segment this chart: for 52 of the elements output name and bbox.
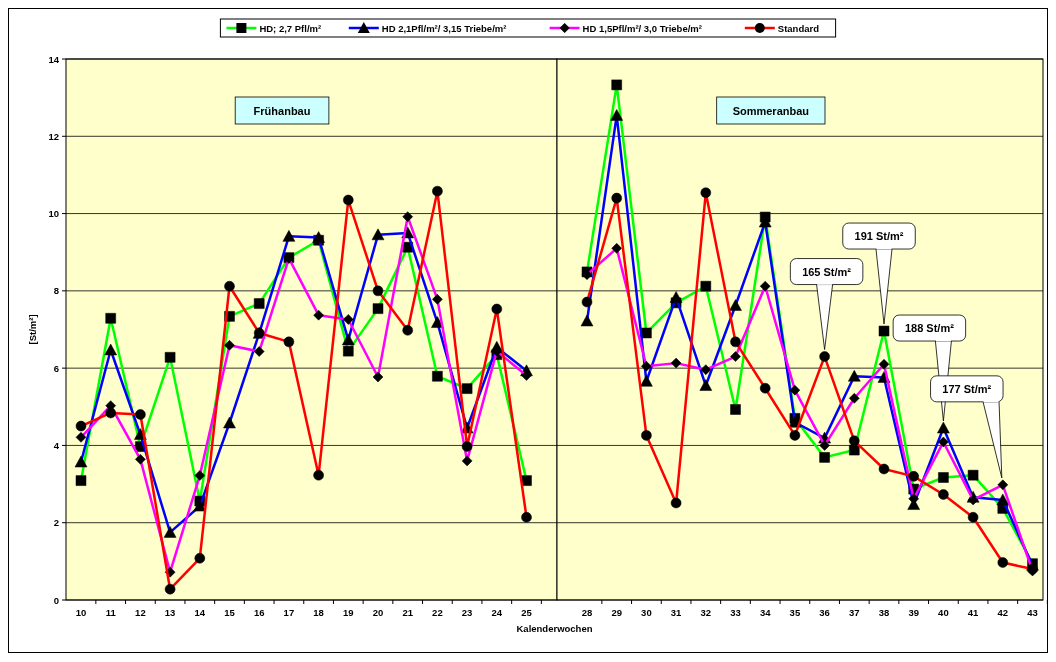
x-tick-label: 22 [432,607,443,618]
legend-label: HD; 2,7 Pfl/m² [259,22,322,34]
x-tick-label: 32 [700,607,712,618]
x-tick-label: 12 [135,607,146,618]
x-tick-label: 15 [224,607,236,618]
x-tick-label: 14 [194,607,206,618]
x-tick-label: 19 [343,607,354,618]
x-tick-label: 30 [641,607,652,618]
x-tick-label: 28 [581,607,593,618]
annotation: 165 St/m² [802,265,852,278]
x-tick-label: 20 [372,607,384,618]
x-tick-label: 18 [313,607,324,618]
x-tick-label: 23 [461,607,473,618]
y-tick-label: 2 [53,517,59,529]
x-tick-label: 21 [402,607,414,618]
annotation: Sommeranbau [732,105,810,117]
x-tick-label: 16 [253,607,265,618]
legend-label: Standard [777,22,820,34]
x-tick-label: 37 [849,607,860,618]
x-tick-label: 31 [670,607,683,618]
x-tick-label: 34 [759,607,772,618]
x-tick-label: 40 [938,607,949,618]
legend-label: HD 2,1Pfl/m²/ 3,15 Triebe/m² [381,22,507,34]
x-axis-title: Kalenderwochen [516,623,593,634]
legend-label: HD 1,5Pfl/m²/ 3,0 Triebe/m² [582,22,702,34]
x-tick-label: 41 [967,607,980,618]
y-tick-label: 6 [53,362,59,374]
annotation: 177 St/m² [942,382,992,395]
x-tick-label: 33 [730,607,741,618]
y-tick-label: 12 [48,130,59,142]
x-tick-label: 35 [789,607,801,618]
x-tick-label: 43 [1027,607,1038,618]
x-tick-label: 39 [908,607,919,618]
annotation: Frühanbau [253,105,311,117]
x-tick-label: 17 [283,607,295,618]
x-tick-label: 38 [878,607,890,618]
x-tick-label: 10 [75,607,87,618]
x-tick-label: 24 [491,607,503,618]
y-axis-title: [St/m²] [27,314,38,345]
x-tick-label: 42 [997,607,1009,618]
annotation: 188 St/m² [904,322,955,335]
y-tick-label: 4 [53,439,60,451]
x-tick-label: 11 [105,607,117,618]
x-tick-label: 36 [819,607,830,618]
y-tick-label: 10 [48,208,59,220]
annotation: 191 St/m² [854,230,904,243]
y-tick-label: 8 [53,285,59,297]
x-tick-label: 13 [164,607,176,618]
x-tick-label: 25 [521,607,533,618]
y-tick-label: 14 [48,53,60,65]
y-tick-label: 0 [53,594,59,606]
x-tick-label: 29 [611,607,622,618]
